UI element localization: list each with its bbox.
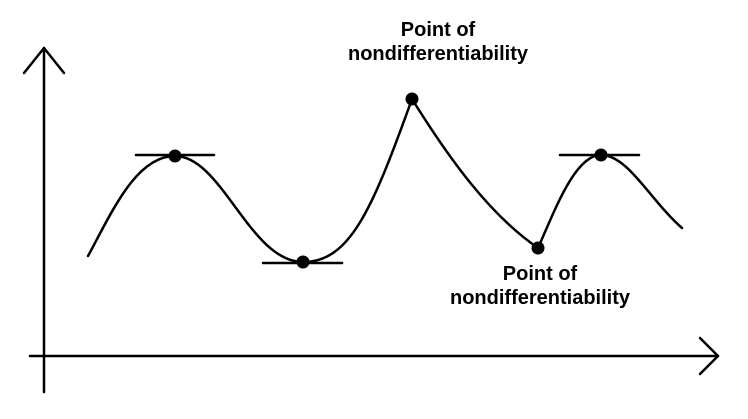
marked-points — [168, 92, 608, 269]
annotation-bottom: Point of nondifferentiability — [420, 262, 660, 310]
point-cusp — [405, 92, 419, 106]
annotation-top-line2: nondifferentiability — [348, 43, 528, 65]
annotation-bottom-line1: Point of — [502, 263, 578, 285]
point-local-max-1 — [168, 149, 182, 163]
annotation-bottom-line2: nondifferentiability — [450, 287, 630, 309]
point-local-max-2 — [594, 148, 608, 162]
axes — [22, 46, 720, 394]
y-axis-arrowhead — [22, 46, 66, 75]
point-corner — [531, 241, 545, 255]
x-axis-arrowhead — [698, 336, 720, 376]
annotation-top: Point of nondifferentiability — [318, 18, 558, 66]
point-local-min — [296, 255, 310, 269]
annotation-top-line1: Point of — [400, 19, 476, 41]
function-curve — [86, 97, 684, 264]
tangent-lines — [134, 153, 641, 265]
